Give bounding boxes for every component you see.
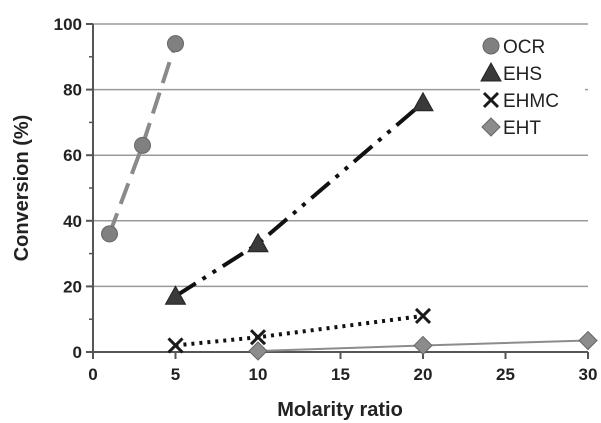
x-tick-label-30: 30 xyxy=(579,365,598,384)
x-marker-stroke xyxy=(482,91,500,109)
x-tick-label-25: 25 xyxy=(496,365,515,384)
legend-marker-eht xyxy=(481,117,501,137)
x-axis-label: Molarity ratio xyxy=(277,399,403,421)
data-point-ocr-0 xyxy=(101,225,118,243)
data-point-ocr-2 xyxy=(167,35,184,53)
x-marker-stroke xyxy=(414,307,432,324)
series-line-ocr xyxy=(107,43,178,235)
legend-marker-ocr xyxy=(482,37,500,55)
legend-label-ehs: EHS xyxy=(503,64,542,85)
y-tick-label-80: 80 xyxy=(63,81,82,100)
x-tick-label-15: 15 xyxy=(331,365,350,384)
data-point-ehmc-1 xyxy=(249,329,267,346)
x-marker-stroke xyxy=(249,329,267,346)
data-point-ocr-1 xyxy=(134,136,151,154)
data-point-eht-0 xyxy=(248,341,268,361)
x-tick-label-0: 0 xyxy=(88,365,97,384)
legend-marker-ehs xyxy=(480,61,502,82)
x-tick-label-5: 5 xyxy=(171,365,180,384)
series-line-ehs xyxy=(174,101,425,298)
x-marker-stroke xyxy=(167,337,184,354)
y-tick-label-60: 60 xyxy=(63,146,82,165)
y-tick-label-0: 0 xyxy=(73,343,82,362)
legend-label-ocr: OCR xyxy=(503,37,545,58)
x-tick-label-20: 20 xyxy=(414,365,433,384)
y-tick-label-20: 20 xyxy=(63,277,82,296)
legend-label-eht: EHT xyxy=(503,118,541,139)
y-tick-label-100: 100 xyxy=(54,15,82,34)
x-tick-labels: 0 5 10 15 20 25 30 xyxy=(88,365,597,384)
data-point-ehs-1 xyxy=(247,232,269,253)
series-layer xyxy=(101,35,598,361)
legend-background xyxy=(480,32,585,152)
data-point-ehmc-2 xyxy=(414,307,432,324)
data-point-eht-1 xyxy=(413,335,433,356)
legend-label-ehmc: EHMC xyxy=(503,91,559,112)
series-line-ehmc xyxy=(175,313,424,348)
y-axis-label: Conversion (%) xyxy=(11,115,33,262)
data-point-eht-2 xyxy=(578,330,598,351)
data-point-ehs-2 xyxy=(412,91,434,112)
data-point-ehmc-0 xyxy=(167,337,184,354)
legend: OCR EHS EHMC EHT xyxy=(480,32,585,152)
x-tick-label-10: 10 xyxy=(249,365,268,384)
y-tick-label-40: 40 xyxy=(63,212,82,231)
y-tick-labels: 0 20 40 60 80 100 xyxy=(54,15,82,362)
axes xyxy=(86,23,589,359)
legend-marker-ehmc xyxy=(482,91,500,109)
data-point-ehs-0 xyxy=(164,285,187,305)
